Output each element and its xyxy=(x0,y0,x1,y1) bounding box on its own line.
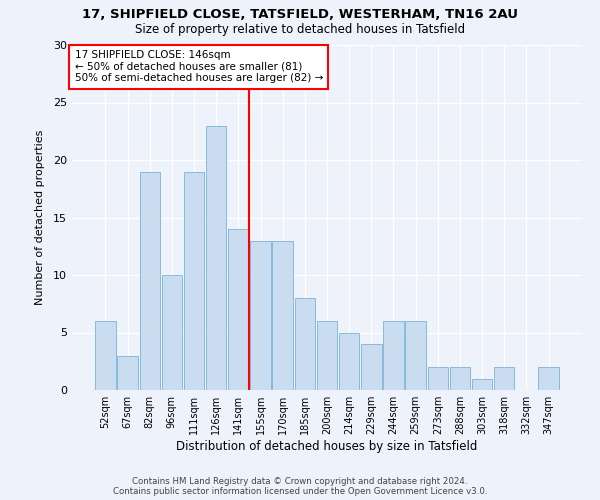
Bar xyxy=(406,321,426,390)
Bar xyxy=(494,367,514,390)
Bar xyxy=(118,356,138,390)
Bar xyxy=(538,367,559,390)
Text: Size of property relative to detached houses in Tatsfield: Size of property relative to detached ho… xyxy=(135,22,465,36)
Y-axis label: Number of detached properties: Number of detached properties xyxy=(35,130,44,305)
Bar xyxy=(450,367,470,390)
Text: 17, SHIPFIELD CLOSE, TATSFIELD, WESTERHAM, TN16 2AU: 17, SHIPFIELD CLOSE, TATSFIELD, WESTERHA… xyxy=(82,8,518,20)
Bar xyxy=(295,298,315,390)
Bar xyxy=(361,344,382,390)
Bar xyxy=(272,240,293,390)
Bar xyxy=(317,321,337,390)
Bar xyxy=(206,126,226,390)
Bar xyxy=(472,378,493,390)
Bar xyxy=(428,367,448,390)
Bar xyxy=(228,229,248,390)
Bar xyxy=(161,275,182,390)
X-axis label: Distribution of detached houses by size in Tatsfield: Distribution of detached houses by size … xyxy=(176,440,478,453)
Bar xyxy=(95,321,116,390)
Bar xyxy=(383,321,404,390)
Text: 17 SHIPFIELD CLOSE: 146sqm
← 50% of detached houses are smaller (81)
50% of semi: 17 SHIPFIELD CLOSE: 146sqm ← 50% of deta… xyxy=(74,50,323,84)
Bar xyxy=(250,240,271,390)
Text: Contains HM Land Registry data © Crown copyright and database right 2024.
Contai: Contains HM Land Registry data © Crown c… xyxy=(113,476,487,496)
Bar xyxy=(339,332,359,390)
Bar xyxy=(184,172,204,390)
Bar xyxy=(140,172,160,390)
